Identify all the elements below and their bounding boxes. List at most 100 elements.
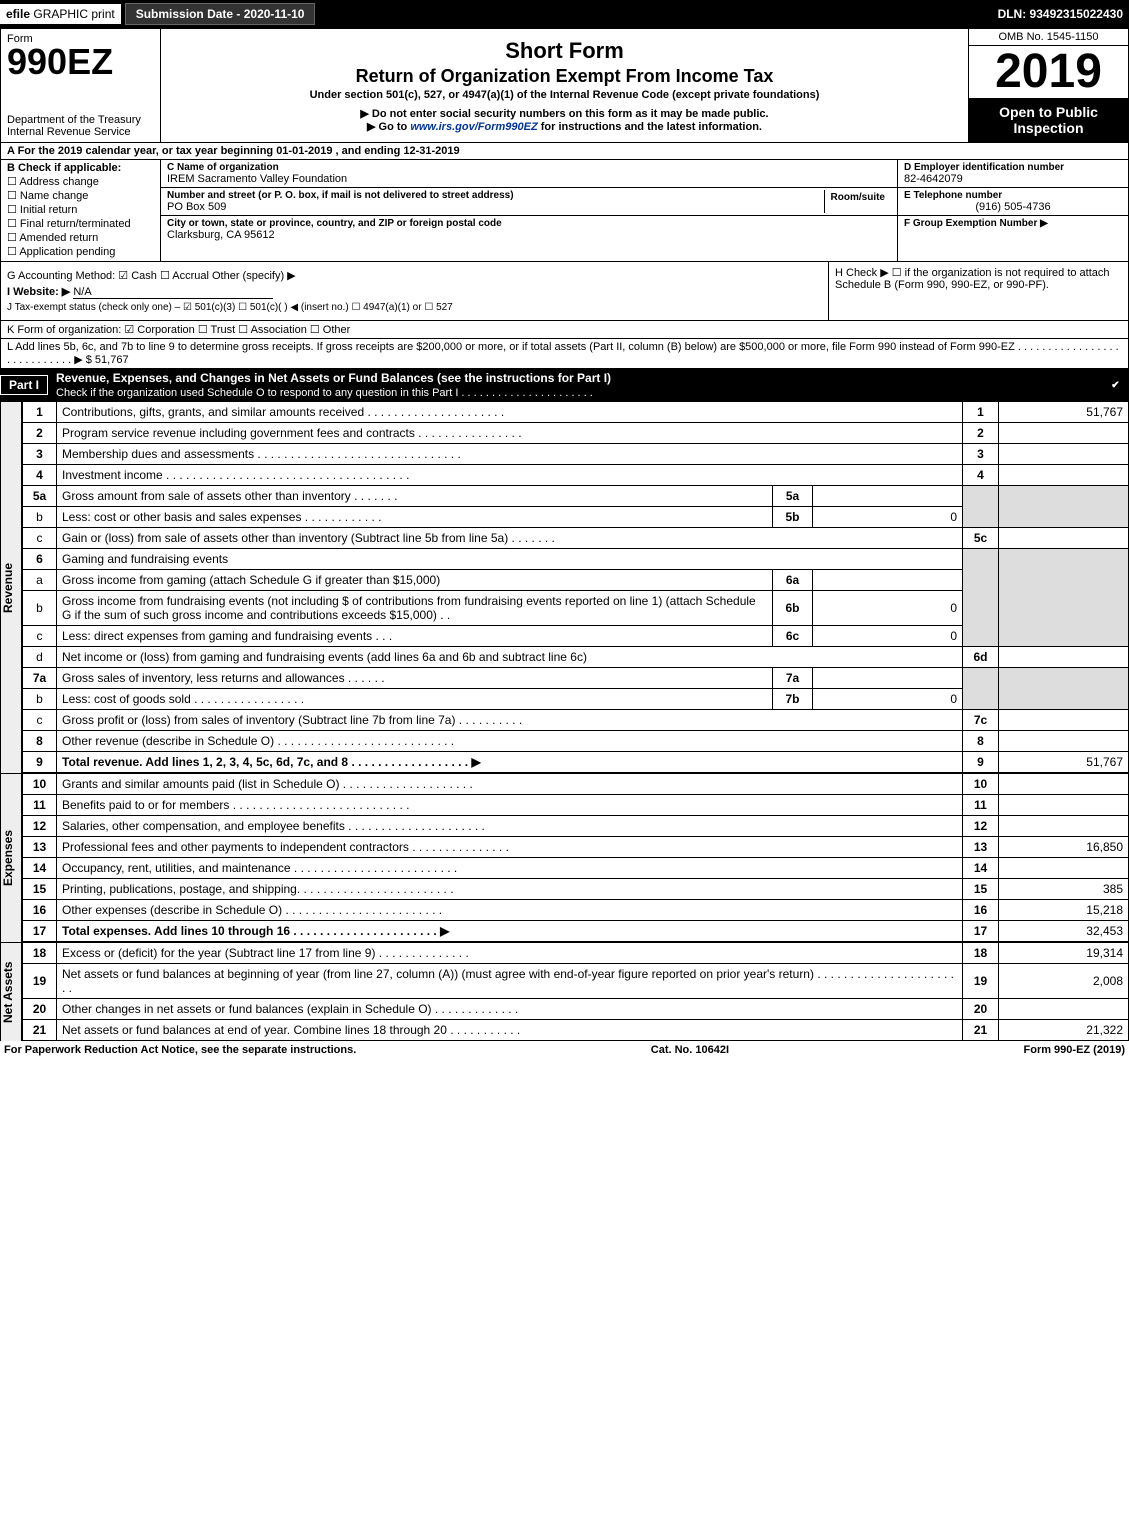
part-i-header: Part I Revenue, Expenses, and Changes in…	[0, 369, 1129, 401]
chk-amended-return[interactable]: ☐ Amended return	[7, 231, 154, 244]
table-row: 14Occupancy, rent, utilities, and mainte…	[23, 858, 1129, 879]
goto-line: ▶ Go to www.irs.gov/Form990EZ for instru…	[169, 120, 960, 133]
header-left: Form 990EZ Department of the Treasury In…	[1, 29, 161, 142]
table-row: 21Net assets or fund balances at end of …	[23, 1020, 1129, 1041]
tel-label: E Telephone number	[904, 190, 1122, 201]
ssn-warning: ▶ Do not enter social security numbers o…	[169, 107, 960, 120]
chk-name-change[interactable]: ☐ Name change	[7, 189, 154, 202]
department-text: Department of the Treasury Internal Reve…	[7, 114, 154, 138]
goto-post: for instructions and the latest informat…	[538, 121, 762, 133]
ein-value: 82-4642079	[904, 173, 1122, 185]
block-bcdef: B Check if applicable: ☐ Address change …	[0, 160, 1129, 262]
ein-label: D Employer identification number	[904, 162, 1122, 173]
table-row: 2Program service revenue including gover…	[23, 423, 1129, 444]
street-label: Number and street (or P. O. box, if mail…	[167, 190, 824, 201]
header-right: OMB No. 1545-1150 2019 Open to Public In…	[968, 29, 1128, 142]
table-row: 15Printing, publications, postage, and s…	[23, 879, 1129, 900]
revenue-table: 1Contributions, gifts, grants, and simil…	[22, 401, 1129, 773]
table-row: 5aGross amount from sale of assets other…	[23, 486, 1129, 507]
dln-text: DLN: 93492315022430	[998, 7, 1129, 21]
goto-pre: ▶ Go to	[367, 121, 410, 133]
b-label: B Check if applicable:	[7, 162, 154, 174]
table-row: dNet income or (loss) from gaming and fu…	[23, 647, 1129, 668]
row-k-form-of-org: K Form of organization: ☑ Corporation ☐ …	[0, 321, 1129, 339]
table-row: 19Net assets or fund balances at beginni…	[23, 964, 1129, 999]
website-label: I Website: ▶	[7, 286, 70, 298]
form-ref: Form 990-EZ (2019)	[1024, 1044, 1125, 1056]
group-exemption-label: F Group Exemption Number ▶	[904, 218, 1122, 229]
paperwork-notice: For Paperwork Reduction Act Notice, see …	[4, 1044, 356, 1056]
tel-block: E Telephone number (916) 505-4736	[898, 188, 1128, 216]
ghij-left: G Accounting Method: ☑ Cash ☐ Accrual Ot…	[1, 262, 828, 320]
room-label: Room/suite	[831, 192, 885, 203]
street-block: Number and street (or P. O. box, if mail…	[161, 188, 897, 216]
table-row: 7aGross sales of inventory, less returns…	[23, 668, 1129, 689]
short-form-title: Short Form	[169, 38, 960, 64]
line-h-schedule-b: H Check ▶ ☐ if the organization is not r…	[828, 262, 1128, 320]
col-c-org-info: C Name of organization IREM Sacramento V…	[161, 160, 898, 261]
table-row: 11Benefits paid to or for members . . . …	[23, 795, 1129, 816]
chk-initial-return[interactable]: ☐ Initial return	[7, 203, 154, 216]
col-b-checkboxes: B Check if applicable: ☐ Address change …	[1, 160, 161, 261]
website-value: N/A	[73, 286, 273, 299]
org-name-value: IREM Sacramento Valley Foundation	[167, 173, 891, 185]
page-footer: For Paperwork Reduction Act Notice, see …	[0, 1041, 1129, 1059]
table-row: 8Other revenue (describe in Schedule O) …	[23, 731, 1129, 752]
table-row: 4Investment income . . . . . . . . . . .…	[23, 465, 1129, 486]
group-exemption-block: F Group Exemption Number ▶	[898, 216, 1128, 231]
room-block: Room/suite	[824, 190, 891, 213]
table-row: cGross profit or (loss) from sales of in…	[23, 710, 1129, 731]
top-bar: efile GRAPHIC print Submission Date - 20…	[0, 0, 1129, 28]
table-row: 1Contributions, gifts, grants, and simil…	[23, 402, 1129, 423]
expenses-table: 10Grants and similar amounts paid (list …	[22, 773, 1129, 942]
header-center: Short Form Return of Organization Exempt…	[161, 29, 968, 142]
city-block: City or town, state or province, country…	[161, 216, 897, 243]
part-i-tag: Part I	[0, 375, 48, 395]
table-row: 18Excess or (deficit) for the year (Subt…	[23, 943, 1129, 964]
submission-date-badge: Submission Date - 2020-11-10	[125, 3, 316, 25]
table-row: 17Total expenses. Add lines 10 through 1…	[23, 921, 1129, 942]
form-number: 990EZ	[7, 41, 154, 83]
block-ghij: G Accounting Method: ☑ Cash ☐ Accrual Ot…	[0, 262, 1129, 321]
ein-block: D Employer identification number 82-4642…	[898, 160, 1128, 188]
graphic-print-text: GRAPHIC print	[33, 7, 114, 21]
tax-year: 2019	[969, 46, 1128, 98]
open-to-public: Open to Public Inspection	[969, 98, 1128, 142]
revenue-section: Revenue 1Contributions, gifts, grants, a…	[0, 401, 1129, 773]
table-row: 3Membership dues and assessments . . . .…	[23, 444, 1129, 465]
street-value: PO Box 509	[167, 201, 824, 213]
table-row: 20Other changes in net assets or fund ba…	[23, 999, 1129, 1020]
table-row: 6Gaming and fundraising events	[23, 549, 1129, 570]
org-name-label: C Name of organization	[167, 162, 891, 173]
expenses-vertical-label: Expenses	[0, 773, 22, 942]
chk-final-return[interactable]: ☐ Final return/terminated	[7, 217, 154, 230]
row-a-tax-year: A For the 2019 calendar year, or tax yea…	[0, 143, 1129, 160]
irs-link[interactable]: www.irs.gov/Form990EZ	[410, 121, 537, 133]
table-row: cGain or (loss) from sale of assets othe…	[23, 528, 1129, 549]
col-def: D Employer identification number 82-4642…	[898, 160, 1128, 261]
revenue-vertical-label: Revenue	[0, 401, 22, 773]
part-i-check-note: Check if the organization used Schedule …	[56, 387, 593, 399]
tel-value: (916) 505-4736	[904, 201, 1122, 213]
part-i-checkbox[interactable]: ✔	[1102, 376, 1129, 394]
table-row: 13Professional fees and other payments t…	[23, 837, 1129, 858]
return-title: Return of Organization Exempt From Incom…	[169, 66, 960, 87]
cat-number: Cat. No. 10642I	[651, 1044, 729, 1056]
expenses-section: Expenses 10Grants and similar amounts pa…	[0, 773, 1129, 942]
table-row: 16Other expenses (describe in Schedule O…	[23, 900, 1129, 921]
net-assets-table: 18Excess or (deficit) for the year (Subt…	[22, 942, 1129, 1041]
chk-application-pending[interactable]: ☐ Application pending	[7, 245, 154, 258]
efile-text: efile	[6, 7, 30, 21]
org-name-block: C Name of organization IREM Sacramento V…	[161, 160, 897, 188]
efile-badge: efile GRAPHIC print	[0, 4, 121, 24]
line-g-accounting: G Accounting Method: ☑ Cash ☐ Accrual Ot…	[7, 269, 822, 282]
table-row: 12Salaries, other compensation, and empl…	[23, 816, 1129, 837]
part-i-title: Revenue, Expenses, and Changes in Net As…	[48, 369, 1102, 401]
city-label: City or town, state or province, country…	[167, 218, 891, 229]
chk-address-change[interactable]: ☐ Address change	[7, 175, 154, 188]
subtitle-text: Under section 501(c), 527, or 4947(a)(1)…	[169, 89, 960, 101]
row-l-gross-receipts: L Add lines 5b, 6c, and 7b to line 9 to …	[0, 339, 1129, 369]
net-assets-section: Net Assets 18Excess or (deficit) for the…	[0, 942, 1129, 1041]
table-row: 10Grants and similar amounts paid (list …	[23, 774, 1129, 795]
table-row: 9Total revenue. Add lines 1, 2, 3, 4, 5c…	[23, 752, 1129, 773]
